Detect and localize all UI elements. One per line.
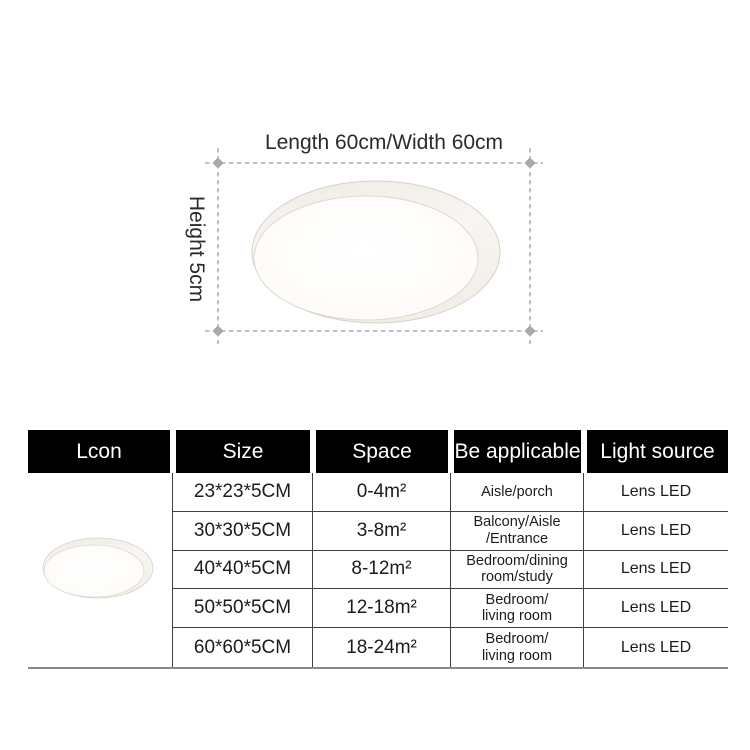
height-dimension-label: Height 5cm xyxy=(185,195,208,303)
spec-table-body: 23*23*5CM 0-4m² Aisle/porch Lens LED 30*… xyxy=(28,473,728,667)
size-cell: 23*23*5CM xyxy=(173,473,313,512)
size-cell: 50*50*5CM xyxy=(173,589,313,629)
space-cell: 12-18m² xyxy=(313,589,451,629)
light-source-cell: Lens LED xyxy=(584,551,728,590)
dimension-diagram: Length 60cm/Width 60cm Height 5cm xyxy=(185,131,543,344)
table-header-icon: Lcon xyxy=(28,430,170,473)
light-source-cell: Lens LED xyxy=(584,589,728,629)
dimension-lines xyxy=(205,148,543,344)
spec-table-header-row: Lcon Size Space Be applicable Light sour… xyxy=(28,430,728,473)
spec-table: Lcon Size Space Be applicable Light sour… xyxy=(28,430,728,669)
ceiling-lamp-image xyxy=(205,148,543,344)
length-dimension-label: Length 60cm/Width 60cm xyxy=(264,131,504,154)
ceiling-lamp-icon xyxy=(42,537,154,599)
table-header-space: Space xyxy=(316,430,448,473)
size-cell: 30*30*5CM xyxy=(173,511,313,551)
space-cell: 8-12m² xyxy=(313,550,451,590)
applicable-cell: Bedroom/dining room/study xyxy=(451,550,584,590)
applicable-cell: Bedroom/ living room xyxy=(451,589,584,629)
space-cell: 18-24m² xyxy=(313,628,451,667)
table-header-applicable: Be applicable xyxy=(454,430,581,473)
applicable-cell: Aisle/porch xyxy=(451,473,584,512)
light-source-cell: Lens LED xyxy=(620,638,692,656)
space-cell: 0-4m² xyxy=(313,473,451,512)
table-header-light-source: Light source xyxy=(587,430,728,473)
space-cell: 3-8m² xyxy=(313,511,451,551)
applicable-cell: Bedroom/ living room xyxy=(451,628,584,667)
applicable-cell: Balcony/Aisle /Entrance xyxy=(451,511,584,551)
bottom-divider xyxy=(28,667,728,669)
size-cell: 60*60*5CM xyxy=(173,628,313,667)
table-header-size: Size xyxy=(176,430,310,473)
icon-column-cell xyxy=(28,473,173,667)
size-cell: 40*40*5CM xyxy=(173,550,313,590)
light-source-cell: Lens LED xyxy=(584,473,728,512)
light-source-cell: Lens LED xyxy=(584,512,728,551)
